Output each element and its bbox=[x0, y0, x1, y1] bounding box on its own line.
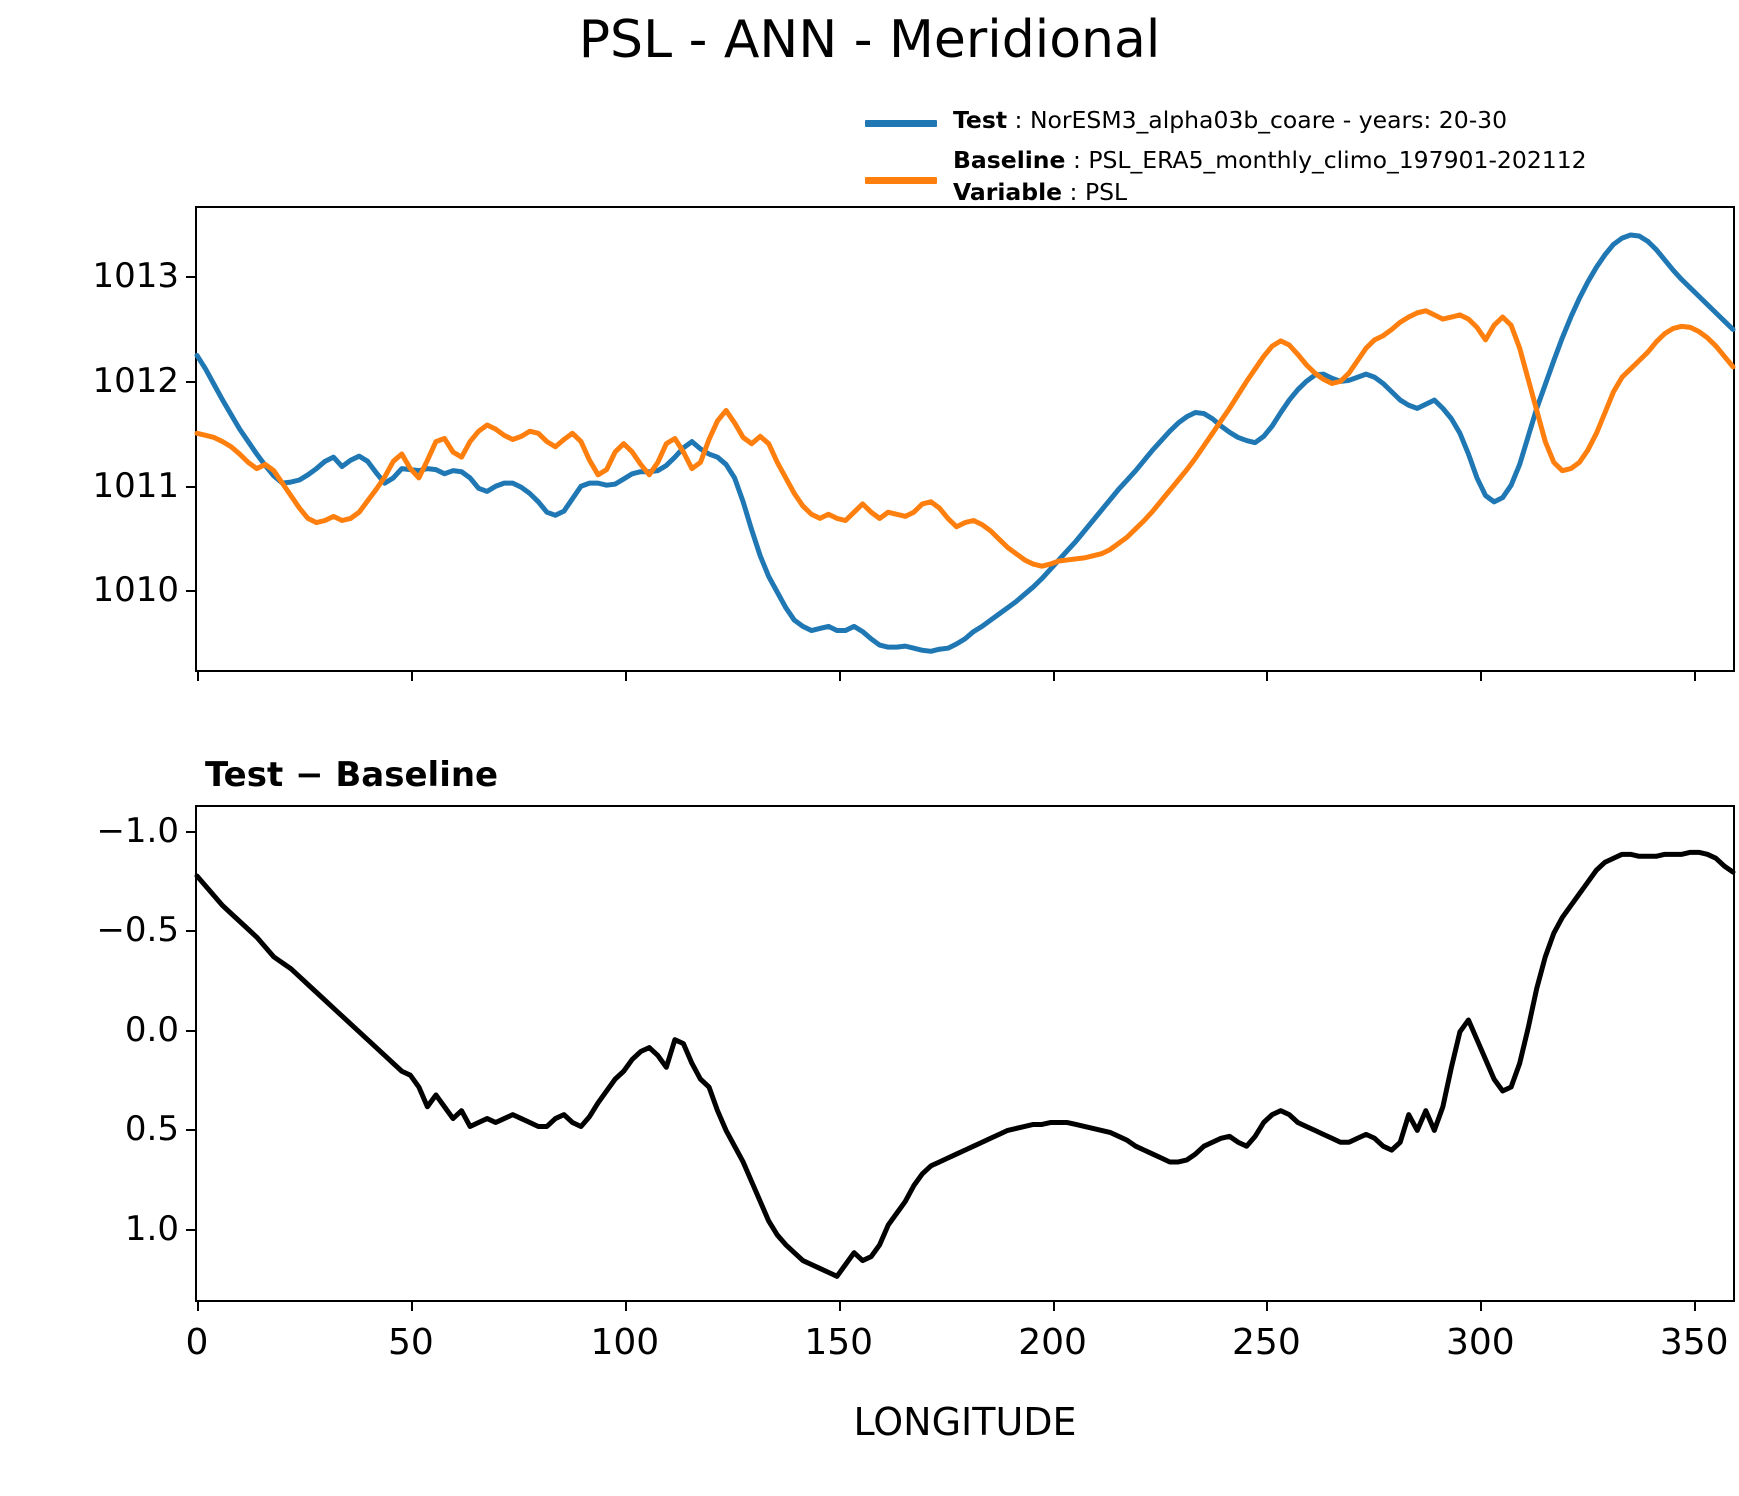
legend-value-baseline: PSL_ERA5_monthly_climo_197901-202112 bbox=[1088, 146, 1587, 174]
legend-sep-variable: : bbox=[1062, 178, 1085, 206]
legend-sep-baseline: : bbox=[1065, 146, 1089, 174]
legend-label-variable: Variable : PSL bbox=[953, 178, 1128, 206]
ytick-mark bbox=[186, 1129, 197, 1132]
ytick-label: −0.5 bbox=[96, 910, 179, 951]
xtick-mark bbox=[1480, 1300, 1483, 1311]
ytick-label: 0.0 bbox=[124, 1009, 179, 1050]
ytick-mark bbox=[186, 1029, 197, 1032]
xtick-mark bbox=[1694, 1300, 1697, 1311]
x-axis-label: LONGITUDE bbox=[853, 1400, 1077, 1444]
xtick-label: 250 bbox=[1232, 1322, 1301, 1363]
top-panel-plot bbox=[197, 208, 1733, 670]
xtick-label: 0 bbox=[185, 1322, 209, 1363]
xtick-mark bbox=[1266, 670, 1269, 681]
ytick-label: −1.0 bbox=[96, 810, 179, 851]
legend-value-test: NorESM3_alpha03b_coare - years: 20-30 bbox=[1029, 106, 1508, 134]
xtick-mark bbox=[197, 1300, 199, 1311]
ytick-mark bbox=[186, 590, 197, 593]
xtick-label: 100 bbox=[590, 1322, 660, 1363]
ytick-mark bbox=[186, 930, 197, 933]
xtick-mark bbox=[410, 670, 413, 681]
ytick-label: 1013 bbox=[92, 256, 179, 297]
xtick-mark bbox=[1052, 670, 1055, 681]
legend-swatch-baseline bbox=[865, 177, 937, 184]
ytick-mark bbox=[186, 485, 197, 488]
legend-label-test: Test : NorESM3_alpha03b_coare - years: 2… bbox=[953, 106, 1508, 134]
bottom-panel-plot bbox=[197, 807, 1733, 1300]
xtick-label: 200 bbox=[1018, 1322, 1087, 1363]
xtick-mark bbox=[838, 1300, 841, 1311]
xtick-mark bbox=[410, 1300, 413, 1311]
top-panel-axes: 1010 1011 1012 1013 bbox=[92, 206, 1735, 681]
xtick-mark bbox=[1480, 670, 1483, 681]
legend-entry-baseline: Baseline : PSL_ERA5_monthly_climo_197901… bbox=[855, 143, 1739, 184]
xtick-label: 150 bbox=[804, 1322, 874, 1363]
legend-key-test: Test bbox=[953, 106, 1008, 134]
data-line-1 bbox=[197, 311, 1733, 566]
legend-label-baseline: Baseline : PSL_ERA5_monthly_climo_197901… bbox=[953, 146, 1587, 174]
legend-entry-test: Test : NorESM3_alpha03b_coare - years: 2… bbox=[855, 103, 1739, 143]
ytick-label: 1.0 bbox=[124, 1208, 179, 1249]
legend-key-baseline: Baseline bbox=[953, 146, 1066, 174]
xtick-mark bbox=[1694, 670, 1697, 681]
ytick-mark bbox=[186, 1228, 197, 1231]
ytick-label: 0.5 bbox=[124, 1109, 179, 1150]
xtick-mark bbox=[197, 670, 199, 681]
ytick-mark bbox=[186, 830, 197, 833]
xtick-mark bbox=[624, 670, 627, 681]
xtick-label: 50 bbox=[387, 1322, 434, 1363]
xtick-mark bbox=[624, 1300, 627, 1311]
xtick-mark bbox=[1052, 1300, 1055, 1311]
ytick-mark bbox=[186, 380, 197, 383]
legend-swatch-test bbox=[865, 120, 937, 127]
bottom-panel-axes: 1.0 0.5 0.0 −0.5 −1.0 0 50 100 150 200 250 300 350 bbox=[96, 805, 1735, 1363]
data-line-0 bbox=[197, 235, 1733, 651]
ytick-label: 1010 bbox=[92, 570, 179, 611]
xtick-mark bbox=[1266, 1300, 1269, 1311]
xtick-mark bbox=[838, 670, 841, 681]
figure-title: PSL - ANN - Meridional bbox=[578, 10, 1161, 70]
ytick-mark bbox=[186, 276, 197, 279]
legend-sep-test: : bbox=[1007, 106, 1030, 134]
ytick-label: 1011 bbox=[92, 465, 179, 506]
xtick-label: 300 bbox=[1445, 1322, 1515, 1363]
xtick-label: 350 bbox=[1659, 1322, 1729, 1363]
ytick-label: 1012 bbox=[92, 360, 179, 401]
legend-entry-variable: Variable : PSL bbox=[855, 178, 1739, 223]
legend-key-variable: Variable bbox=[953, 178, 1063, 206]
data-line-0 bbox=[197, 852, 1733, 1276]
difference-panel-title: Test − Baseline bbox=[205, 755, 499, 795]
legend-value-variable: PSL bbox=[1084, 178, 1128, 206]
legend: Test : NorESM3_alpha03b_coare - years: 2… bbox=[855, 103, 1739, 223]
